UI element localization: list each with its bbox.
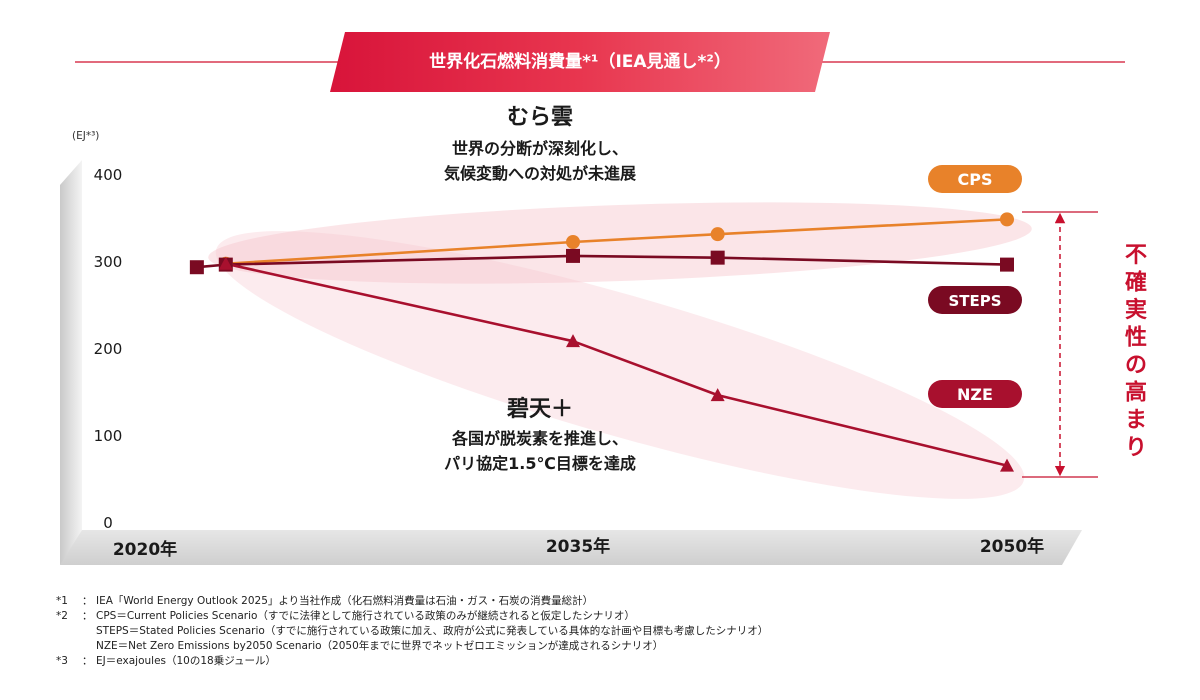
uncertainty-char: 実 xyxy=(1125,297,1147,323)
hekiten-ellipse xyxy=(215,231,1025,499)
y-axis-ticks: 0 100 200 300 400 xyxy=(94,166,123,532)
footnotes: *1： IEA「World Energy Outlook 2025」より当社作成（… xyxy=(56,594,768,669)
data-point-nze xyxy=(1000,458,1014,472)
footnote-text: STEPS＝Stated Policies Scenario（すでに施行されてい… xyxy=(96,625,769,637)
footnote-sep: ： xyxy=(82,655,93,667)
x-tick-label: 2035年 xyxy=(546,536,610,557)
y-tick-label: 200 xyxy=(94,340,123,358)
header-title: 世界化石燃料消費量*¹（IEA見通し*²） xyxy=(429,51,731,72)
y-tick-label: 0 xyxy=(103,514,113,532)
footnote-text: IEA「World Energy Outlook 2025」より当社作成（化石燃… xyxy=(96,595,594,607)
footnote-sep xyxy=(82,639,96,654)
data-point-steps xyxy=(189,260,204,275)
header-banner xyxy=(330,32,830,92)
legend-nze: NZE xyxy=(928,380,1022,408)
y-tick-label: 400 xyxy=(94,166,123,184)
x-tick-label: 2020年 xyxy=(113,539,177,560)
series-line-nze xyxy=(225,262,1008,467)
unit-label: (EJ*³) xyxy=(72,130,99,142)
x-tick-label: 2050年 xyxy=(980,536,1044,557)
murakumo-ellipse xyxy=(208,202,1032,284)
y-tick-label: 300 xyxy=(94,253,123,271)
footnote-text: EJ＝exajoules（10の18乗ジュール） xyxy=(96,655,276,667)
data-point-steps xyxy=(566,248,580,263)
legend-nze-label: NZE xyxy=(957,385,993,404)
footnote-key xyxy=(56,639,82,654)
chart-floor xyxy=(60,530,1082,565)
data-point-steps xyxy=(1000,257,1014,272)
hekiten-line: パリ協定1.5℃目標を達成 xyxy=(444,454,636,473)
series-layer xyxy=(189,212,1014,472)
hekiten-title: 碧天＋ xyxy=(506,396,573,422)
footnote-row: STEPS＝Stated Policies Scenario（すでに施行されてい… xyxy=(56,624,768,639)
footnote-sep: ： xyxy=(82,610,93,622)
footnote-sep: ： xyxy=(82,595,93,607)
chart-wall xyxy=(60,160,82,565)
footnote-key: *1 xyxy=(56,595,68,607)
data-point-steps xyxy=(710,250,725,265)
footnote-text: CPS＝Current Policies Scenario（すでに法律として施行… xyxy=(96,610,635,622)
series-line-cps xyxy=(225,218,1008,266)
data-point-cps xyxy=(710,227,725,242)
uncertainty-char: の xyxy=(1125,353,1147,378)
uncertainty-char: り xyxy=(1125,436,1147,461)
footnote-key xyxy=(56,624,82,639)
uncertainty-char: 性 xyxy=(1125,326,1147,351)
murakumo-line: 世界の分断が深刻化し、 xyxy=(452,139,628,158)
hekiten-line: 各国が脱炭素を推進し、 xyxy=(451,429,628,448)
data-point-cps xyxy=(1000,212,1014,227)
footnote-row: *3 ： EJ＝exajoules（10の18乗ジュール） xyxy=(56,654,768,669)
data-point-nze xyxy=(566,334,580,348)
y-tick-label: 100 xyxy=(94,427,123,445)
footnote-row: NZE＝Net Zero Emissions by2050 Scenario（2… xyxy=(56,639,768,654)
legend-steps: STEPS xyxy=(928,286,1022,314)
footnote-sep xyxy=(82,624,96,639)
legend-steps-label: STEPS xyxy=(948,292,1001,310)
data-point-nze xyxy=(710,388,725,402)
data-point-cps xyxy=(566,234,580,249)
legend-cps-label: CPS xyxy=(958,170,993,189)
footnote-row: *1 ： IEA「World Energy Outlook 2025」より当社作成（… xyxy=(56,594,768,609)
uncertainty-char: 不 xyxy=(1125,243,1147,268)
uncertainty-char: 確 xyxy=(1125,270,1147,296)
uncertainty-char: ま xyxy=(1125,408,1147,433)
legend-cps: CPS xyxy=(928,165,1022,193)
uncertainty-char: 高 xyxy=(1125,380,1147,406)
footnote-text: NZE＝Net Zero Emissions by2050 Scenario（2… xyxy=(96,640,664,652)
murakumo-title: むら雲 xyxy=(507,105,573,130)
data-point-nze xyxy=(218,256,233,270)
murakumo-line: 気候変動への対処が未進展 xyxy=(444,164,637,183)
footnote-row: *2 ： CPS＝Current Policies Scenario（すでに法律とし… xyxy=(56,609,768,624)
footnote-key: *3 xyxy=(56,655,68,667)
footnote-key: *2 xyxy=(56,610,68,622)
